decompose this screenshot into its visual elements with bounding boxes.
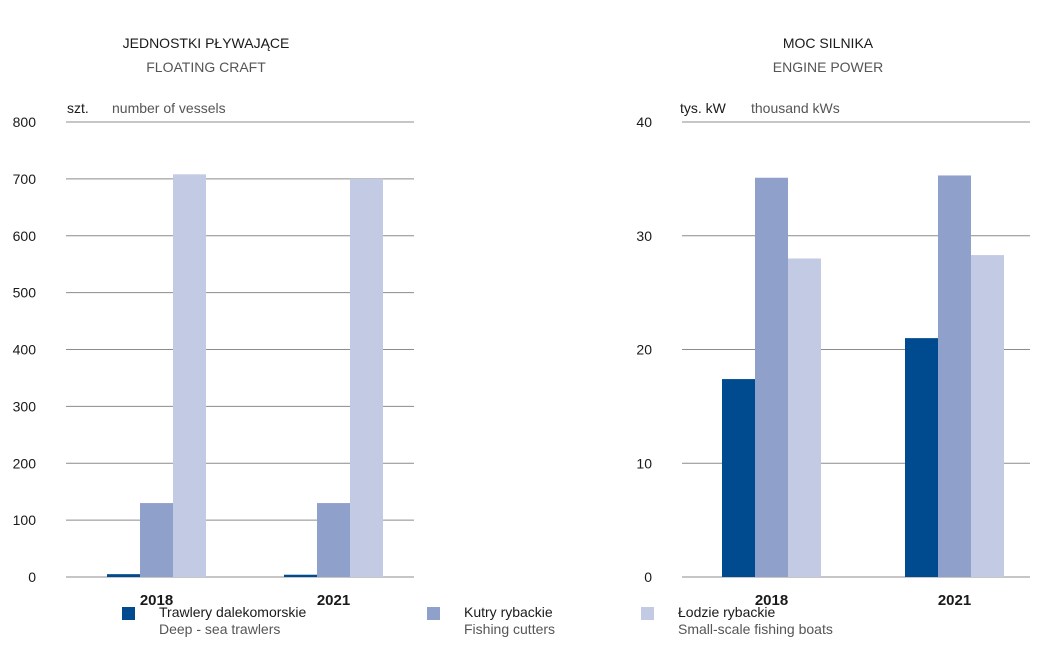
y-tick-label: 100 (13, 512, 37, 528)
bar-boats-2018 (788, 258, 821, 577)
legend-label-cutters-en: Fishing cutters (464, 621, 556, 637)
bar-cutters-2021 (938, 175, 971, 577)
y-tick-label: 30 (636, 228, 652, 244)
chart-subtitle: FLOATING CRAFT (146, 59, 266, 75)
x-category-label: 2021 (317, 592, 350, 609)
chart-title: JEDNOSTKI PŁYWAJĄCE (123, 35, 290, 51)
y-tick-label: 800 (13, 114, 37, 130)
bar-boats-2021 (971, 255, 1004, 577)
x-category-label: 2018 (755, 592, 788, 609)
legend-swatch-boats (641, 607, 654, 620)
legend-label-trawlers-pl: Trawlery dalekomorskie (159, 604, 307, 620)
bar-trawlers-2018 (722, 379, 755, 577)
y-axis-unit-en: number of vessels (112, 100, 226, 116)
legend: Trawlery dalekomorskie Deep - sea trawle… (0, 604, 1039, 646)
y-tick-label: 0 (644, 569, 652, 585)
bar-trawlers-2018 (107, 574, 140, 577)
bar-cutters-2018 (755, 177, 788, 578)
legend-label-boats-pl: Łodzie rybackie (678, 604, 776, 620)
y-tick-label: 0 (28, 569, 36, 585)
bar-cutters-2018 (140, 503, 173, 577)
y-tick-label: 400 (13, 342, 37, 358)
y-tick-label: 700 (13, 171, 37, 187)
y-tick-label: 600 (13, 228, 37, 244)
y-axis-unit-pl: szt. (67, 100, 89, 116)
chart-title: MOC SILNIKA (783, 35, 874, 51)
legend-swatch-cutters (427, 607, 440, 620)
y-tick-label: 10 (636, 455, 652, 471)
bar-boats-2021 (350, 178, 383, 577)
y-tick-label: 20 (636, 342, 652, 358)
legend-label-trawlers-en: Deep - sea trawlers (159, 621, 281, 637)
y-axis-unit-pl: tys. kW (680, 100, 727, 116)
x-category-label: 2021 (938, 592, 971, 609)
y-axis-unit-en: thousand kWs (751, 100, 840, 116)
y-tick-label: 40 (636, 114, 652, 130)
bar-trawlers-2021 (284, 574, 317, 577)
bar-cutters-2021 (317, 503, 350, 577)
legend-label-boats-en: Small-scale fishing boats (678, 621, 833, 637)
bar-boats-2018 (173, 174, 206, 577)
y-tick-label: 300 (13, 398, 37, 414)
chart-subtitle: ENGINE POWER (773, 59, 883, 75)
bar-trawlers-2021 (905, 338, 938, 577)
x-category-label: 2018 (140, 592, 173, 609)
legend-label-cutters-pl: Kutry rybackie (464, 604, 553, 620)
y-tick-label: 500 (13, 285, 37, 301)
legend-swatch-trawlers (122, 607, 135, 620)
y-tick-label: 200 (13, 455, 37, 471)
